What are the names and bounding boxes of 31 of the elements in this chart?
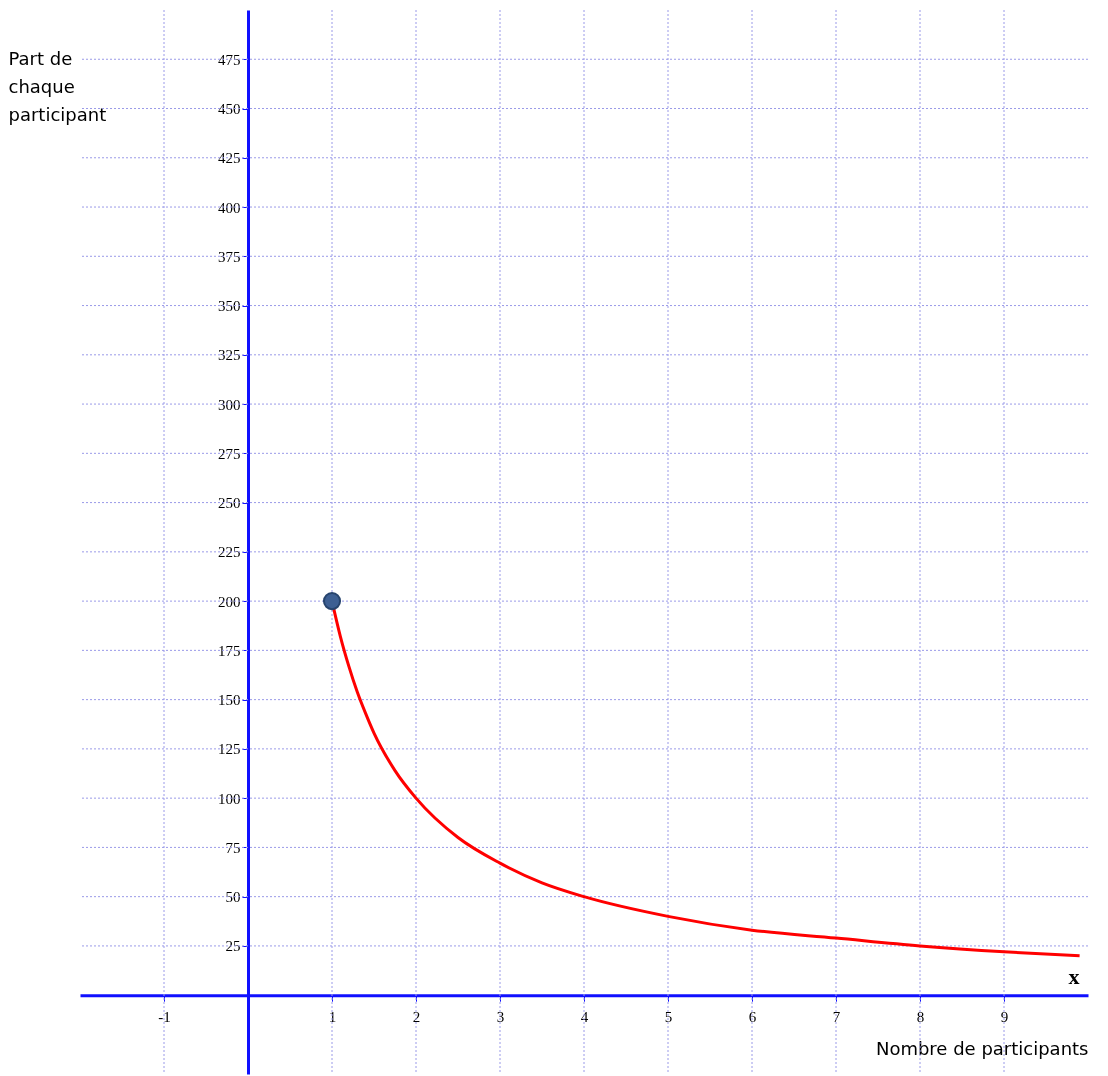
y-tick-label: 100 <box>218 790 241 807</box>
x-tick-label: -1 <box>158 1008 171 1025</box>
y-tick-label: 250 <box>218 495 241 512</box>
y-tick-label: 400 <box>218 199 241 216</box>
x-tick-label: 4 <box>580 1008 589 1025</box>
y-axis-title: Part de chaque participant <box>8 47 107 125</box>
y-tick-label: 200 <box>218 593 241 610</box>
y-tick-label: 175 <box>218 642 241 659</box>
y-tick-label: 325 <box>218 347 241 364</box>
x-tick-label: 8 <box>916 1008 925 1025</box>
y-tick-label: 75 <box>225 839 241 856</box>
y-tick-label: 350 <box>218 298 241 315</box>
y-tick-label: 125 <box>218 741 241 758</box>
y-tick-label: 300 <box>218 396 241 413</box>
y-tick-label: 275 <box>218 445 241 462</box>
x-tick-label: 7 <box>832 1008 841 1025</box>
y-tick-label: 50 <box>225 889 241 906</box>
x-axis-title: Nombre de participants <box>875 1037 1089 1059</box>
y-tick-label: 225 <box>218 544 241 561</box>
y-tick-label: 375 <box>218 248 241 265</box>
y-tick-label: 150 <box>218 692 241 709</box>
y-tick-label: 475 <box>218 51 241 68</box>
annotation: x <box>1068 964 1080 990</box>
x-tick-label: 6 <box>748 1008 757 1025</box>
x-tick-label: 3 <box>496 1008 505 1025</box>
y-tick-label: 25 <box>225 938 241 955</box>
x-tick-label: 5 <box>664 1008 673 1025</box>
x-tick-label: 2 <box>412 1008 421 1025</box>
y-tick-label: 425 <box>218 150 241 167</box>
x-tick-label: 9 <box>1000 1008 1009 1025</box>
x-tick-label: 1 <box>328 1008 337 1025</box>
